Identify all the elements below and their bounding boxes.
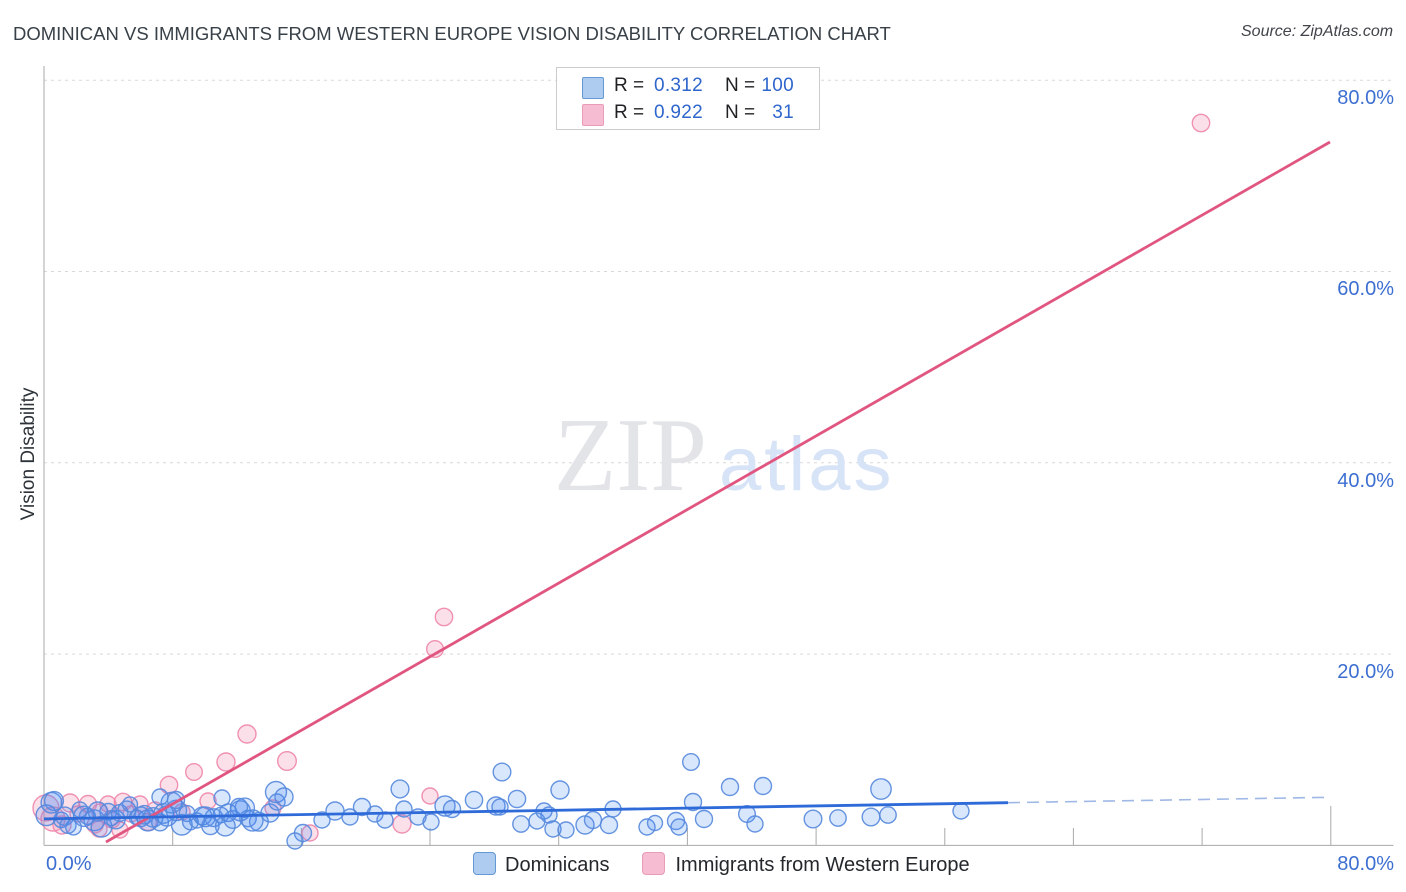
svg-text:ZIP: ZIP <box>554 396 707 513</box>
svg-text:atlas: atlas <box>719 422 895 507</box>
